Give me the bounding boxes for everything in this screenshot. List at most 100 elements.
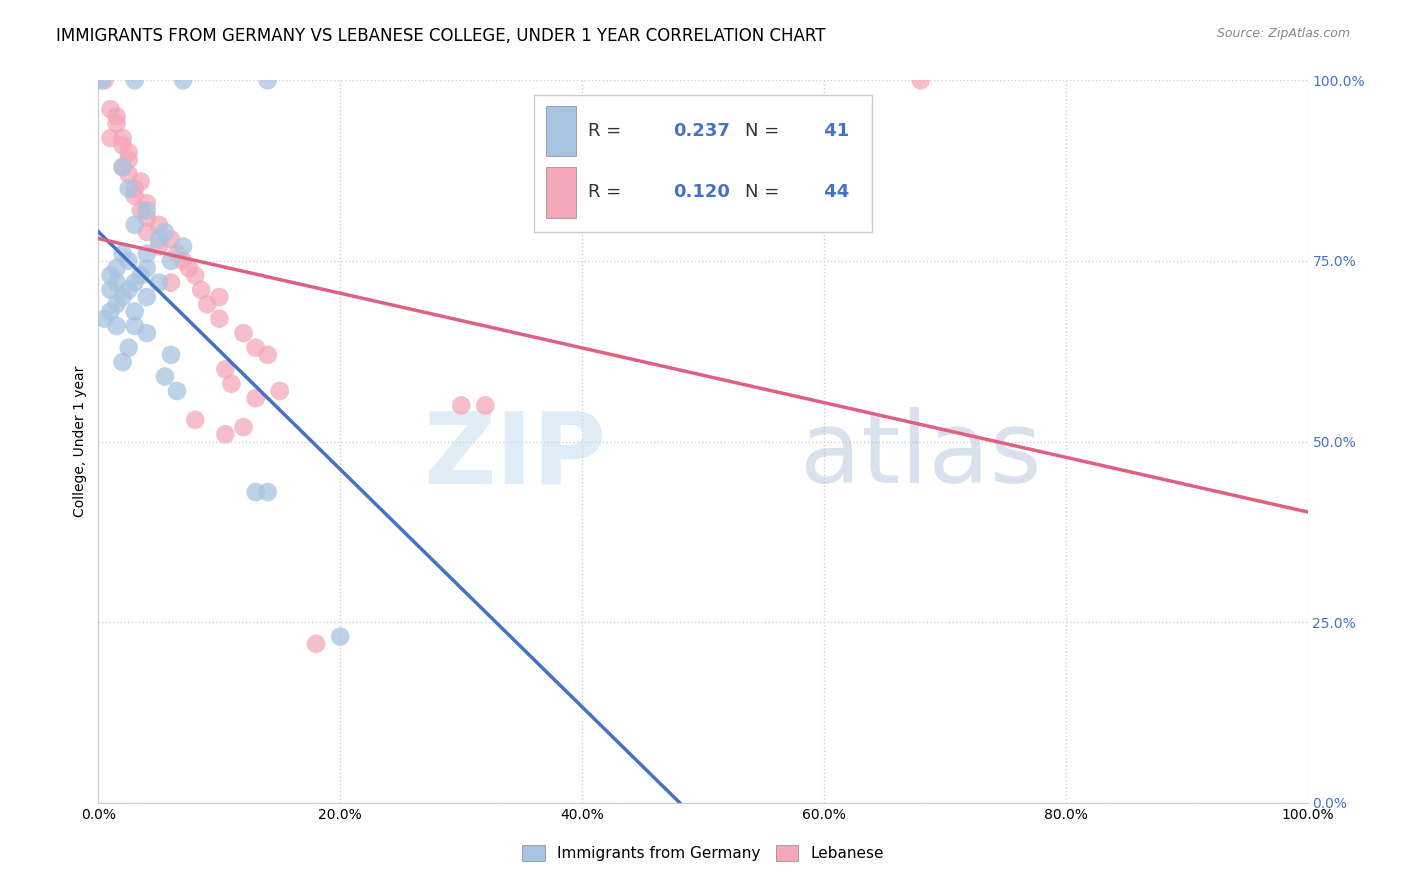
- Point: [124, 182, 146, 196]
- Point: [91, 73, 114, 87]
- Point: [245, 391, 267, 405]
- Point: [111, 160, 134, 174]
- Point: [118, 341, 141, 355]
- Point: [124, 73, 146, 87]
- Point: [148, 218, 170, 232]
- Point: [111, 290, 134, 304]
- Point: [184, 268, 207, 283]
- Text: R =: R =: [588, 122, 627, 140]
- Point: [135, 326, 157, 340]
- Point: [160, 253, 183, 268]
- Text: 0.120: 0.120: [672, 183, 730, 202]
- Y-axis label: College, Under 1 year: College, Under 1 year: [73, 366, 87, 517]
- Point: [450, 398, 472, 412]
- Point: [118, 283, 141, 297]
- Point: [135, 225, 157, 239]
- Point: [166, 246, 188, 260]
- Point: [153, 225, 176, 239]
- Text: atlas: atlas: [800, 408, 1042, 505]
- Point: [221, 376, 243, 391]
- Point: [135, 203, 157, 218]
- Point: [148, 239, 170, 253]
- Point: [129, 203, 152, 218]
- Point: [124, 189, 146, 203]
- Point: [172, 253, 194, 268]
- Text: R =: R =: [588, 183, 627, 202]
- Point: [111, 160, 134, 174]
- Point: [111, 355, 134, 369]
- Point: [135, 246, 157, 260]
- Point: [160, 348, 183, 362]
- Text: Source: ZipAtlas.com: Source: ZipAtlas.com: [1216, 27, 1350, 40]
- Point: [329, 630, 352, 644]
- Point: [135, 261, 157, 276]
- Point: [129, 268, 152, 283]
- Point: [214, 427, 236, 442]
- Text: 44: 44: [818, 183, 849, 202]
- Point: [148, 232, 170, 246]
- Point: [105, 117, 128, 131]
- Point: [910, 73, 932, 87]
- Text: N =: N =: [745, 122, 786, 140]
- Point: [124, 218, 146, 232]
- Text: N =: N =: [745, 183, 786, 202]
- Point: [184, 413, 207, 427]
- Point: [118, 153, 141, 167]
- Point: [195, 297, 218, 311]
- Point: [305, 637, 328, 651]
- Point: [256, 485, 278, 500]
- Point: [100, 268, 122, 283]
- Point: [179, 261, 201, 276]
- Point: [124, 276, 146, 290]
- Point: [269, 384, 291, 398]
- Text: 0.237: 0.237: [672, 122, 730, 140]
- Point: [100, 304, 122, 318]
- Point: [208, 290, 231, 304]
- Point: [93, 73, 115, 87]
- Point: [100, 283, 122, 297]
- Point: [105, 110, 128, 124]
- Point: [111, 246, 134, 260]
- Point: [118, 253, 141, 268]
- FancyBboxPatch shape: [546, 167, 576, 218]
- Point: [124, 304, 146, 318]
- Point: [256, 73, 278, 87]
- Point: [100, 102, 122, 116]
- Point: [232, 420, 254, 434]
- Point: [160, 232, 183, 246]
- Point: [135, 196, 157, 211]
- Point: [118, 167, 141, 181]
- Point: [245, 341, 267, 355]
- Point: [208, 311, 231, 326]
- Point: [100, 131, 122, 145]
- Point: [135, 290, 157, 304]
- Point: [153, 369, 176, 384]
- Point: [124, 318, 146, 333]
- Text: IMMIGRANTS FROM GERMANY VS LEBANESE COLLEGE, UNDER 1 YEAR CORRELATION CHART: IMMIGRANTS FROM GERMANY VS LEBANESE COLL…: [56, 27, 825, 45]
- Point: [93, 311, 115, 326]
- Text: ZIP: ZIP: [423, 408, 606, 505]
- Point: [111, 138, 134, 153]
- Point: [148, 276, 170, 290]
- Point: [245, 485, 267, 500]
- Point: [256, 348, 278, 362]
- Legend: Immigrants from Germany, Lebanese: Immigrants from Germany, Lebanese: [516, 839, 890, 867]
- Point: [474, 398, 496, 412]
- Point: [105, 276, 128, 290]
- Point: [214, 362, 236, 376]
- Point: [105, 297, 128, 311]
- Point: [166, 384, 188, 398]
- Point: [118, 145, 141, 160]
- FancyBboxPatch shape: [546, 105, 576, 156]
- Point: [129, 174, 152, 188]
- Text: 41: 41: [818, 122, 849, 140]
- Point: [190, 283, 212, 297]
- Point: [160, 276, 183, 290]
- Point: [111, 131, 134, 145]
- Point: [232, 326, 254, 340]
- Point: [105, 318, 128, 333]
- FancyBboxPatch shape: [534, 95, 872, 232]
- Point: [172, 239, 194, 253]
- Point: [172, 73, 194, 87]
- Point: [135, 211, 157, 225]
